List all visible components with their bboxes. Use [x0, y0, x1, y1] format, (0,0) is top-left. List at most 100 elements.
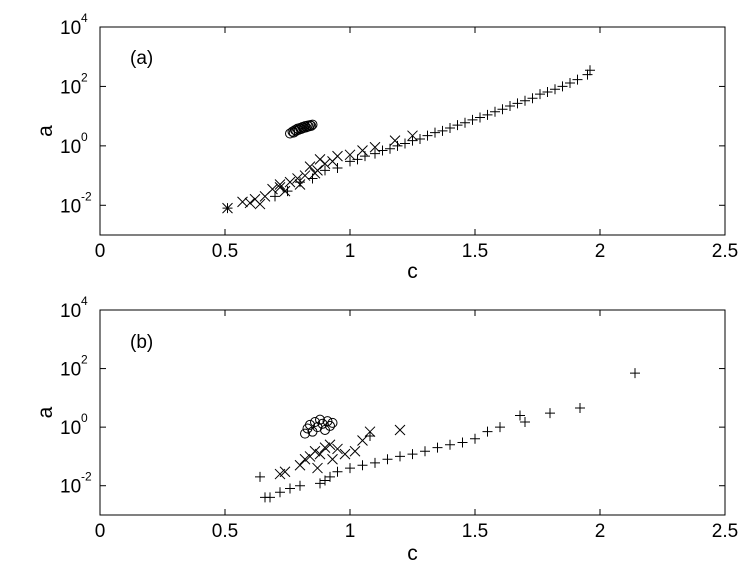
data-point-cross: [244, 197, 256, 209]
data-point-cross: [312, 462, 323, 474]
data-point-cross: [339, 448, 351, 460]
y-tick-label: 10: [60, 18, 81, 39]
x-tick-label: 0.5: [212, 241, 238, 262]
data-point-cross: [312, 164, 323, 176]
data-point-plus: [470, 433, 480, 444]
y-tick-label: 10: [60, 477, 81, 498]
data-point-plus: [482, 426, 493, 437]
data-point-plus: [420, 446, 430, 457]
data-point-plus: [630, 368, 640, 379]
data-point-plus: [422, 130, 433, 141]
y-tick-label: 10: [60, 196, 81, 217]
data-point-cross: [357, 435, 368, 446]
data-point-plus: [407, 449, 418, 460]
data-point-plus: [495, 422, 505, 433]
data-point-cross: [319, 442, 331, 453]
data-point-plus: [490, 106, 500, 117]
data-point-plus: [360, 151, 370, 162]
data-point-circle: [322, 416, 333, 427]
data-point-circle: [285, 128, 295, 139]
data-point-plus: [585, 65, 595, 76]
data-point-cross: [344, 149, 356, 161]
x-tick-label: 1: [345, 521, 356, 542]
data-point-plus: [565, 78, 575, 89]
data-point-plus: [415, 134, 425, 145]
x-tick-label: 0.5: [212, 521, 238, 542]
data-point-plus: [285, 483, 295, 494]
x-axis-label: c: [407, 260, 418, 283]
x-tick-label: 1: [345, 241, 356, 262]
panel-label: (a): [130, 48, 153, 69]
x-tick-label: 1.5: [462, 521, 488, 542]
data-point-circle: [312, 422, 323, 433]
data-point-cross: [389, 135, 401, 146]
data-point-cross: [294, 459, 306, 471]
y-tick-exponent: 2: [81, 70, 88, 84]
data-point-plus: [515, 410, 525, 421]
data-point-plus: [332, 466, 343, 477]
data-point-plus: [457, 437, 468, 448]
data-point-plus: [432, 442, 443, 453]
data-point-cross: [267, 183, 278, 195]
data-point-circle: [305, 419, 315, 430]
y-tick-label: 10: [60, 77, 81, 98]
data-point-cross: [274, 179, 286, 190]
data-point-plus: [307, 173, 318, 184]
data-point-plus: [392, 140, 403, 151]
data-point-plus: [430, 127, 440, 138]
x-tick-label: 0: [95, 241, 106, 262]
data-point-plus: [557, 81, 568, 92]
data-point-plus: [395, 451, 405, 462]
x-axis-label: c: [407, 542, 418, 565]
data-point-plus: [520, 416, 530, 427]
data-point-plus: [365, 430, 375, 441]
data-point-plus: [377, 145, 388, 156]
x-tick-label: 0: [95, 521, 106, 542]
data-point-plus: [497, 104, 508, 115]
data-point-cross: [332, 150, 343, 162]
y-tick-label: 10: [60, 360, 81, 381]
data-point-plus: [357, 460, 368, 471]
data-point-circle: [310, 416, 320, 427]
data-point-cross: [327, 453, 338, 465]
y-tick-exponent: 2: [81, 353, 88, 367]
data-point-plus: [345, 463, 355, 474]
data-point-plus: [282, 186, 293, 197]
data-point-plus: [572, 74, 583, 85]
data-point-plus: [582, 69, 593, 80]
data-point-plus: [575, 403, 585, 414]
data-point-cross: [299, 453, 311, 465]
y-tick-exponent: -2: [81, 470, 92, 484]
data-point-circle: [317, 418, 328, 429]
x-tick-label: 2: [595, 241, 606, 262]
data-point-plus: [407, 135, 418, 146]
data-point-plus: [445, 439, 455, 450]
data-point-cross: [319, 158, 331, 170]
data-point-plus: [535, 89, 545, 100]
data-point-plus: [325, 471, 335, 482]
data-point-plus: [452, 120, 463, 131]
x-tick-label: 2.5: [712, 241, 738, 262]
data-point-cross: [394, 424, 406, 436]
data-point-plus: [275, 487, 285, 498]
data-point-plus: [370, 148, 380, 159]
data-point-plus: [482, 109, 493, 120]
y-tick-exponent: 4: [81, 11, 88, 25]
y-tick-label: 10: [60, 418, 81, 439]
data-point-plus: [512, 98, 523, 109]
data-point-plus: [345, 156, 355, 167]
data-point-plus: [222, 203, 233, 214]
data-point-plus: [370, 457, 380, 468]
y-tick-label: 10: [60, 301, 81, 322]
data-point-cross: [324, 439, 336, 451]
data-point-plus: [542, 86, 553, 97]
data-point-cross: [304, 161, 316, 172]
y-tick-label: 10: [60, 137, 81, 158]
data-point-cross: [357, 145, 368, 156]
data-point-plus: [545, 408, 555, 419]
x-tick-label: 1.5: [462, 241, 488, 262]
data-point-cross: [284, 176, 296, 188]
data-point-plus: [295, 480, 305, 491]
data-point-cross: [254, 198, 266, 210]
